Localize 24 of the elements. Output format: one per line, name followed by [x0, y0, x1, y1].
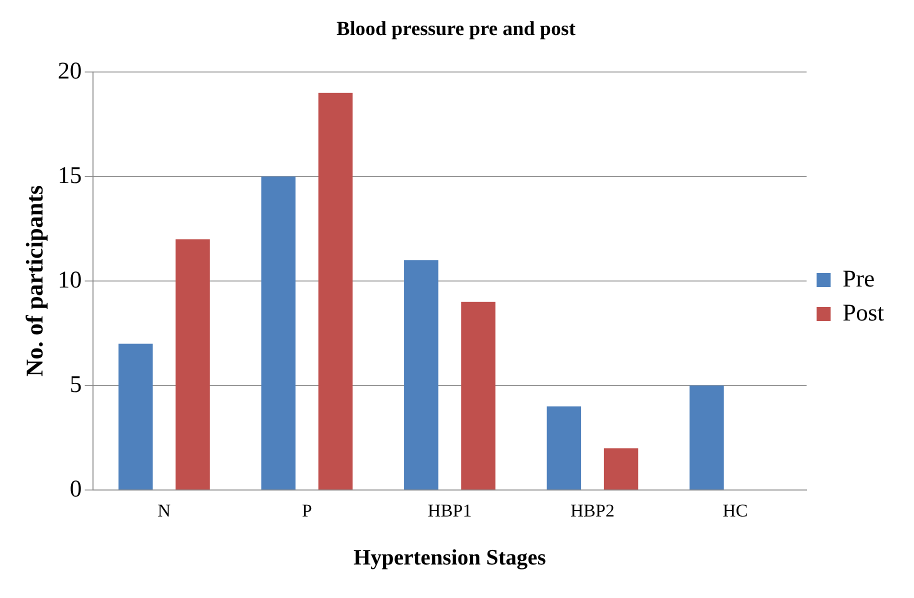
bar	[404, 260, 438, 490]
x-tick-label: HBP2	[570, 500, 614, 521]
y-tick-label: 0	[70, 476, 82, 502]
y-tick-label: 10	[58, 267, 82, 294]
x-tick-label: HC	[722, 500, 748, 521]
bar	[261, 176, 296, 490]
x-tick-label: HBP1	[428, 500, 472, 521]
y-tick-label: 20	[58, 58, 82, 84]
bar	[461, 302, 496, 490]
x-axis-title: Hypertension Stages	[353, 544, 546, 570]
bar	[690, 386, 724, 490]
bar	[118, 344, 153, 490]
bar	[546, 406, 582, 490]
bar	[604, 448, 638, 490]
y-tick-label: 15	[58, 162, 82, 189]
bar	[176, 239, 210, 490]
bar	[318, 92, 353, 490]
y-tick-label: 5	[70, 372, 82, 398]
legend-label: Post	[842, 300, 884, 326]
x-tick-label: N	[158, 500, 171, 521]
legend-label: Pre	[842, 266, 875, 292]
chart-title: Blood pressure pre and post	[336, 18, 576, 40]
y-axis-title: No. of participants	[22, 185, 49, 377]
x-tick-label: P	[302, 500, 312, 521]
